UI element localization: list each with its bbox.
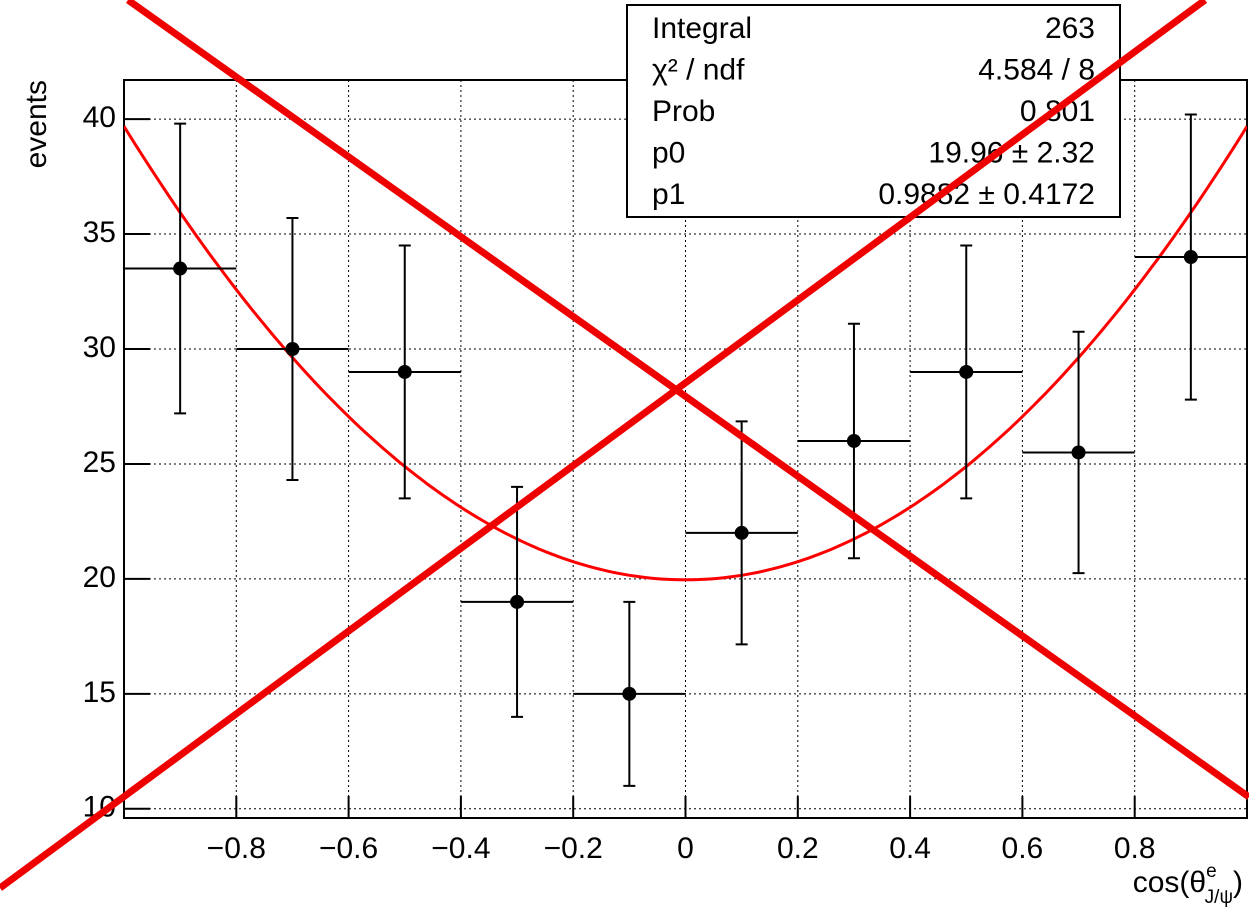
x-tick-label: −0.4 (431, 832, 490, 865)
data-point (1071, 445, 1086, 460)
y-tick-label: 20 (83, 561, 116, 594)
stats-label: p1 (652, 178, 685, 211)
stats-label: Integral (652, 12, 752, 45)
x-tick-label: 0.4 (889, 832, 931, 865)
x-tick-label: 0.6 (1002, 832, 1044, 865)
stats-label: χ² / ndf (652, 53, 745, 86)
data-point (173, 261, 188, 276)
x-tick-label: 0 (677, 832, 694, 865)
x-tick-label: 0.2 (777, 832, 819, 865)
data-point (622, 686, 637, 701)
data-point (959, 364, 974, 379)
stats-frame (626, 4, 1121, 218)
stats-value: 263 (1045, 12, 1095, 45)
x-tick-label: −0.2 (544, 832, 603, 865)
data-point (510, 594, 525, 609)
stats-label: Prob (652, 95, 715, 128)
y-tick-label: 40 (83, 101, 116, 134)
fit-curve (124, 125, 1247, 582)
cross-line (125, 0, 1249, 800)
x-tick-label: −0.6 (319, 832, 378, 865)
y-tick-label: 15 (83, 676, 116, 709)
y-tick-label: 25 (83, 446, 116, 479)
data-point (734, 525, 749, 540)
data-point (1183, 250, 1198, 265)
data (124, 113, 1247, 787)
x-title-sup: e (1206, 861, 1217, 882)
y-tick-label: 30 (83, 331, 116, 364)
stats-value: 4.584 / 8 (978, 53, 1095, 86)
stats-label: p0 (652, 136, 685, 169)
x-tick-label: −0.8 (207, 832, 266, 865)
data-point (846, 433, 861, 448)
cross-line (0, 0, 1208, 891)
x-tick-label: 0.8 (1114, 832, 1156, 865)
y-axis-title: events (20, 80, 53, 168)
x-axis-title: cos(θe J/ψ) (1133, 861, 1243, 908)
y-tick-label: 35 (83, 216, 116, 249)
data-point (285, 341, 300, 356)
x-title-close: ) (1233, 866, 1243, 899)
data-point (397, 364, 412, 379)
x-title-sub: J/ψ (1205, 887, 1233, 908)
stats-value: 0.9882 ± 0.4172 (878, 178, 1095, 211)
x-title-base: cos(θ (1133, 866, 1206, 899)
